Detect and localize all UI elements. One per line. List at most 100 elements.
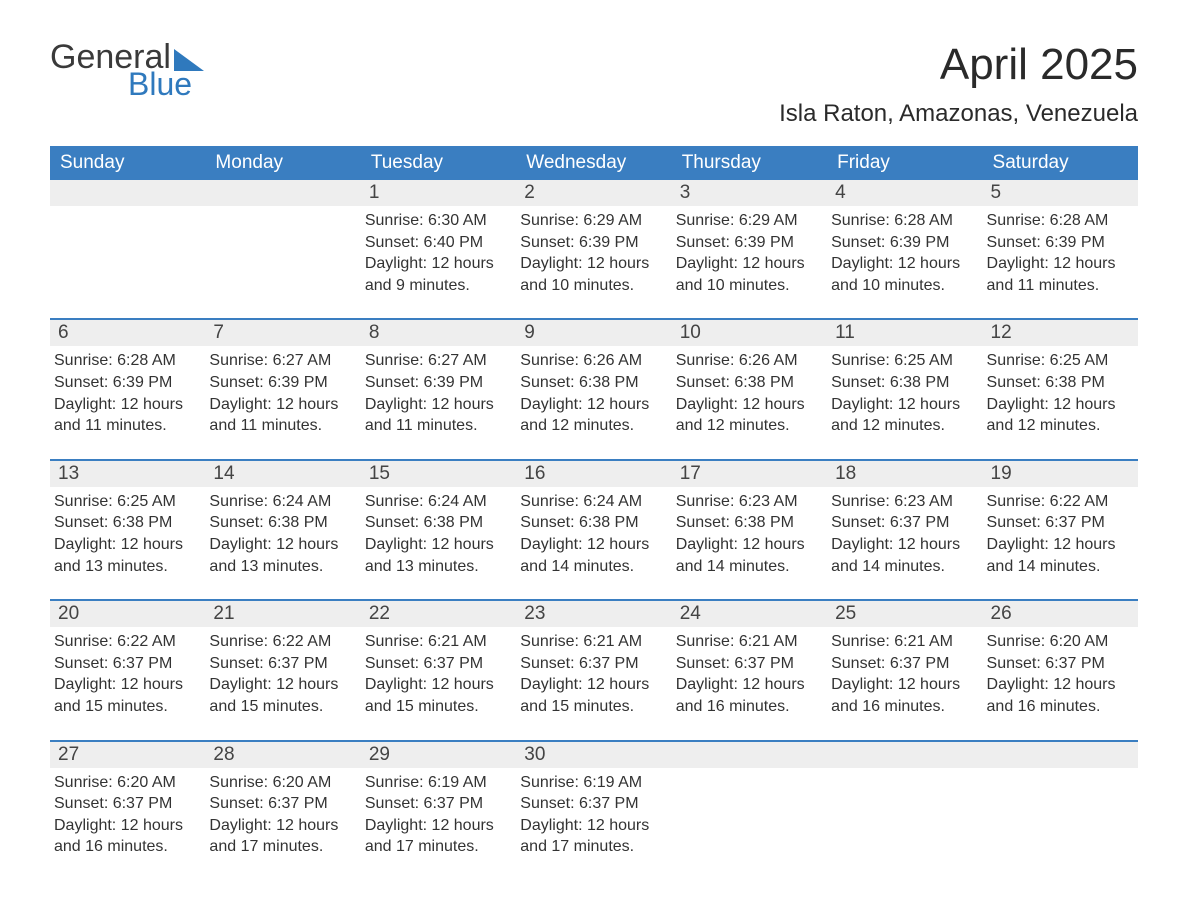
day-details: Sunrise: 6:24 AMSunset: 6:38 PMDaylight:… — [361, 487, 516, 581]
sunrise-line: Sunrise: 6:28 AM — [54, 350, 199, 372]
day-details: Sunrise: 6:21 AMSunset: 6:37 PMDaylight:… — [827, 627, 982, 721]
day-details: Sunrise: 6:20 AMSunset: 6:37 PMDaylight:… — [50, 768, 205, 862]
day-cell: 1Sunrise: 6:30 AMSunset: 6:40 PMDaylight… — [361, 180, 516, 300]
daylight-line: Daylight: 12 hours and 14 minutes. — [676, 534, 821, 577]
day-number: 25 — [827, 601, 982, 627]
day-details — [672, 768, 827, 776]
day-details: Sunrise: 6:20 AMSunset: 6:37 PMDaylight:… — [983, 627, 1138, 721]
day-details: Sunrise: 6:28 AMSunset: 6:39 PMDaylight:… — [827, 206, 982, 300]
sunrise-line: Sunrise: 6:28 AM — [987, 210, 1132, 232]
title-block: April 2025 Isla Raton, Amazonas, Venezue… — [779, 40, 1138, 128]
sunrise-line: Sunrise: 6:28 AM — [831, 210, 976, 232]
day-number: 9 — [516, 320, 671, 346]
day-number: 8 — [361, 320, 516, 346]
day-details: Sunrise: 6:25 AMSunset: 6:38 PMDaylight:… — [983, 346, 1138, 440]
sunset-line: Sunset: 6:37 PM — [209, 653, 354, 675]
day-number: 18 — [827, 461, 982, 487]
sunset-line: Sunset: 6:37 PM — [54, 793, 199, 815]
day-number: 22 — [361, 601, 516, 627]
day-details: Sunrise: 6:27 AMSunset: 6:39 PMDaylight:… — [205, 346, 360, 440]
sunrise-line: Sunrise: 6:21 AM — [365, 631, 510, 653]
week-row: 27Sunrise: 6:20 AMSunset: 6:37 PMDayligh… — [50, 740, 1138, 862]
day-number: 28 — [205, 742, 360, 768]
sunset-line: Sunset: 6:38 PM — [520, 512, 665, 534]
daylight-line: Daylight: 12 hours and 14 minutes. — [987, 534, 1132, 577]
sunrise-line: Sunrise: 6:19 AM — [520, 772, 665, 794]
sunset-line: Sunset: 6:39 PM — [209, 372, 354, 394]
daylight-line: Daylight: 12 hours and 16 minutes. — [987, 674, 1132, 717]
sunset-line: Sunset: 6:37 PM — [520, 793, 665, 815]
day-number: 4 — [827, 180, 982, 206]
daylight-line: Daylight: 12 hours and 15 minutes. — [54, 674, 199, 717]
sunset-line: Sunset: 6:37 PM — [987, 512, 1132, 534]
daylight-line: Daylight: 12 hours and 9 minutes. — [365, 253, 510, 296]
dow-wednesday: Wednesday — [516, 146, 671, 180]
sunset-line: Sunset: 6:38 PM — [365, 512, 510, 534]
daylight-line: Daylight: 12 hours and 14 minutes. — [520, 534, 665, 577]
day-number: 11 — [827, 320, 982, 346]
day-details: Sunrise: 6:21 AMSunset: 6:37 PMDaylight:… — [361, 627, 516, 721]
page-title: April 2025 — [779, 40, 1138, 90]
day-number — [672, 742, 827, 768]
sunset-line: Sunset: 6:37 PM — [520, 653, 665, 675]
day-details: Sunrise: 6:23 AMSunset: 6:37 PMDaylight:… — [827, 487, 982, 581]
day-cell: 10Sunrise: 6:26 AMSunset: 6:38 PMDayligh… — [672, 320, 827, 440]
day-of-week-header: SundayMondayTuesdayWednesdayThursdayFrid… — [50, 146, 1138, 180]
calendar-weeks: 1Sunrise: 6:30 AMSunset: 6:40 PMDaylight… — [50, 180, 1138, 862]
daylight-line: Daylight: 12 hours and 15 minutes. — [209, 674, 354, 717]
sunrise-line: Sunrise: 6:29 AM — [520, 210, 665, 232]
day-cell: 16Sunrise: 6:24 AMSunset: 6:38 PMDayligh… — [516, 461, 671, 581]
day-details: Sunrise: 6:24 AMSunset: 6:38 PMDaylight:… — [205, 487, 360, 581]
sunset-line: Sunset: 6:39 PM — [676, 232, 821, 254]
sunrise-line: Sunrise: 6:19 AM — [365, 772, 510, 794]
week-row: 6Sunrise: 6:28 AMSunset: 6:39 PMDaylight… — [50, 318, 1138, 440]
sunset-line: Sunset: 6:39 PM — [987, 232, 1132, 254]
sunset-line: Sunset: 6:37 PM — [54, 653, 199, 675]
day-number: 2 — [516, 180, 671, 206]
day-cell — [672, 742, 827, 862]
day-number: 3 — [672, 180, 827, 206]
day-cell: 18Sunrise: 6:23 AMSunset: 6:37 PMDayligh… — [827, 461, 982, 581]
daylight-line: Daylight: 12 hours and 13 minutes. — [54, 534, 199, 577]
sunrise-line: Sunrise: 6:25 AM — [987, 350, 1132, 372]
day-cell: 13 Sunrise: 6:25 AMSunset: 6:38 PMDayligh… — [50, 461, 205, 581]
day-number: 13 — [50, 461, 205, 487]
dow-sunday: Sunday — [50, 146, 205, 180]
daylight-line: Daylight: 12 hours and 11 minutes. — [209, 394, 354, 437]
daylight-line: Daylight: 12 hours and 16 minutes. — [54, 815, 199, 858]
sunrise-line: Sunrise: 6:30 AM — [365, 210, 510, 232]
day-number: 14 — [205, 461, 360, 487]
day-cell: 22Sunrise: 6:21 AMSunset: 6:37 PMDayligh… — [361, 601, 516, 721]
day-details: Sunrise: 6:29 AMSunset: 6:39 PMDaylight:… — [516, 206, 671, 300]
day-cell: 2Sunrise: 6:29 AMSunset: 6:39 PMDaylight… — [516, 180, 671, 300]
daylight-line: Daylight: 12 hours and 17 minutes. — [209, 815, 354, 858]
day-cell: 21Sunrise: 6:22 AMSunset: 6:37 PMDayligh… — [205, 601, 360, 721]
day-cell: 5Sunrise: 6:28 AMSunset: 6:39 PMDaylight… — [983, 180, 1138, 300]
daylight-line: Daylight: 12 hours and 11 minutes. — [365, 394, 510, 437]
dow-tuesday: Tuesday — [361, 146, 516, 180]
sunset-line: Sunset: 6:37 PM — [365, 793, 510, 815]
day-details: Sunrise: 6:19 AMSunset: 6:37 PMDaylight:… — [516, 768, 671, 862]
day-number — [827, 742, 982, 768]
sunrise-line: Sunrise: 6:23 AM — [676, 491, 821, 513]
day-cell — [50, 180, 205, 300]
day-cell: 28Sunrise: 6:20 AMSunset: 6:37 PMDayligh… — [205, 742, 360, 862]
sunset-line: Sunset: 6:38 PM — [54, 512, 199, 534]
day-cell: 8Sunrise: 6:27 AMSunset: 6:39 PMDaylight… — [361, 320, 516, 440]
sunrise-line: Sunrise: 6:20 AM — [987, 631, 1132, 653]
sunrise-line: Sunrise: 6:24 AM — [365, 491, 510, 513]
location-subtitle: Isla Raton, Amazonas, Venezuela — [779, 100, 1138, 128]
sunset-line: Sunset: 6:38 PM — [520, 372, 665, 394]
day-cell: 30Sunrise: 6:19 AMSunset: 6:37 PMDayligh… — [516, 742, 671, 862]
day-cell: 3Sunrise: 6:29 AMSunset: 6:39 PMDaylight… — [672, 180, 827, 300]
day-cell: 12Sunrise: 6:25 AMSunset: 6:38 PMDayligh… — [983, 320, 1138, 440]
day-details: Sunrise: 6:19 AMSunset: 6:37 PMDaylight:… — [361, 768, 516, 862]
sunrise-line: Sunrise: 6:22 AM — [54, 631, 199, 653]
header: General Blue April 2025 Isla Raton, Amaz… — [50, 40, 1138, 128]
sunrise-line: Sunrise: 6:25 AM — [54, 491, 199, 513]
daylight-line: Daylight: 12 hours and 12 minutes. — [987, 394, 1132, 437]
day-cell: 27Sunrise: 6:20 AMSunset: 6:37 PMDayligh… — [50, 742, 205, 862]
day-details: Sunrise: 6:30 AMSunset: 6:40 PMDaylight:… — [361, 206, 516, 300]
daylight-line: Daylight: 12 hours and 16 minutes. — [676, 674, 821, 717]
day-number: 27 — [50, 742, 205, 768]
